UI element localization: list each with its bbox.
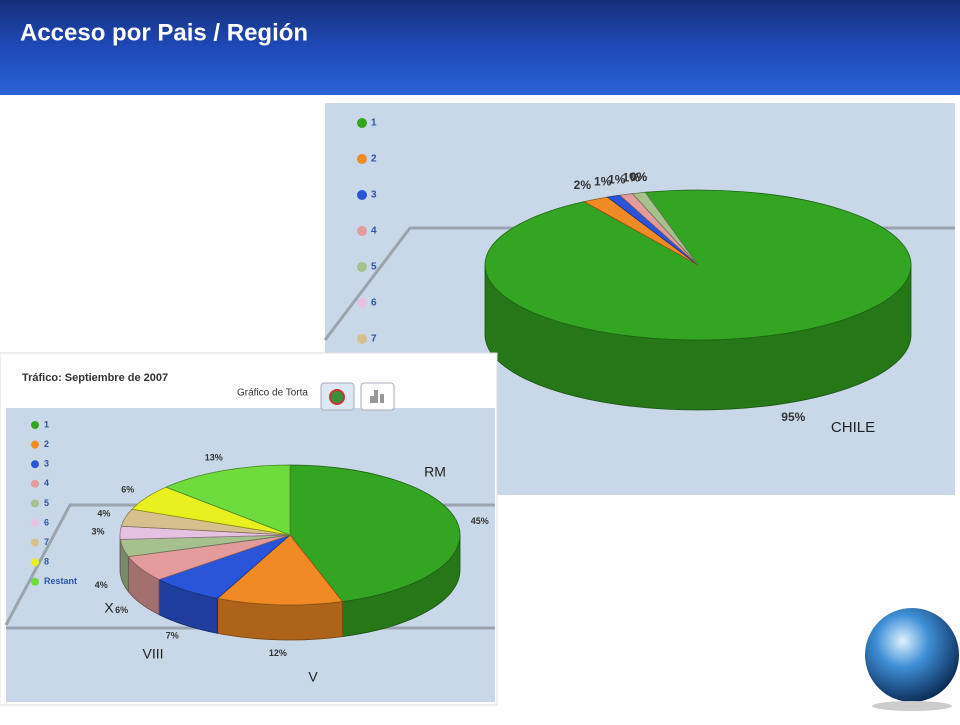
annotation: X <box>104 600 114 616</box>
legend-label: 5 <box>371 262 377 273</box>
legend-swatch <box>31 460 39 468</box>
legend-label: 2 <box>44 439 49 449</box>
value-label: 7% <box>166 631 179 641</box>
pie-tops <box>120 465 460 605</box>
legend-label: 3 <box>371 190 377 201</box>
annotation: CHILE <box>831 419 875 436</box>
header-band <box>0 0 960 95</box>
legend-label: 3 <box>44 459 49 469</box>
legend-label: 5 <box>44 498 49 508</box>
slide-title: Acceso por Pais / Región <box>20 19 308 46</box>
pie-tops <box>485 190 911 340</box>
legend-label: 6 <box>371 298 377 309</box>
chart-title: Tráfico: Septiembre de 2007 <box>22 372 168 384</box>
annotation: V <box>308 669 318 685</box>
value-label: 4% <box>97 508 110 518</box>
legend-swatch <box>357 154 367 164</box>
legend-swatch <box>357 298 367 308</box>
pie-icon <box>330 390 344 404</box>
legend-swatch <box>31 421 39 429</box>
legend-swatch <box>357 226 367 236</box>
legend-swatch <box>31 480 39 488</box>
globe-shadow <box>872 701 952 711</box>
legend-swatch <box>357 118 367 128</box>
legend-label: 4 <box>371 226 377 237</box>
value-label: 6% <box>115 605 128 615</box>
legend-label: 1 <box>371 118 377 129</box>
value-label: 12% <box>269 648 287 658</box>
value-label: 4% <box>95 580 108 590</box>
legend-label: 2 <box>371 154 377 165</box>
value-label: 3% <box>91 527 104 537</box>
value-label: 95% <box>781 410 805 424</box>
legend-swatch <box>31 578 39 586</box>
legend-label: 1 <box>44 419 49 429</box>
annotation: VIII <box>142 646 163 662</box>
legend-swatch <box>357 262 367 272</box>
value-label: 0% <box>630 170 648 184</box>
chart-subtitle: Gráfico de Torta <box>237 388 308 399</box>
value-label: 2% <box>574 178 592 192</box>
legend-swatch <box>31 558 39 566</box>
globe-logo <box>865 608 959 702</box>
legend-swatch <box>31 441 39 449</box>
legend-label: 7 <box>371 334 377 345</box>
annotation: RM <box>424 464 446 480</box>
legend-swatch <box>357 334 367 344</box>
legend-label: 7 <box>44 537 49 547</box>
legend-swatch <box>31 539 39 547</box>
value-label: 6% <box>121 484 134 494</box>
legend-swatch <box>31 499 39 507</box>
legend-label: 8 <box>44 557 49 567</box>
legend-label: 6 <box>44 517 49 527</box>
value-label: 13% <box>205 452 223 462</box>
legend-swatch <box>31 519 39 527</box>
value-label: 45% <box>471 516 489 526</box>
legend-label: 4 <box>44 478 49 488</box>
legend-label: Restant <box>44 576 77 586</box>
legend-swatch <box>357 190 367 200</box>
